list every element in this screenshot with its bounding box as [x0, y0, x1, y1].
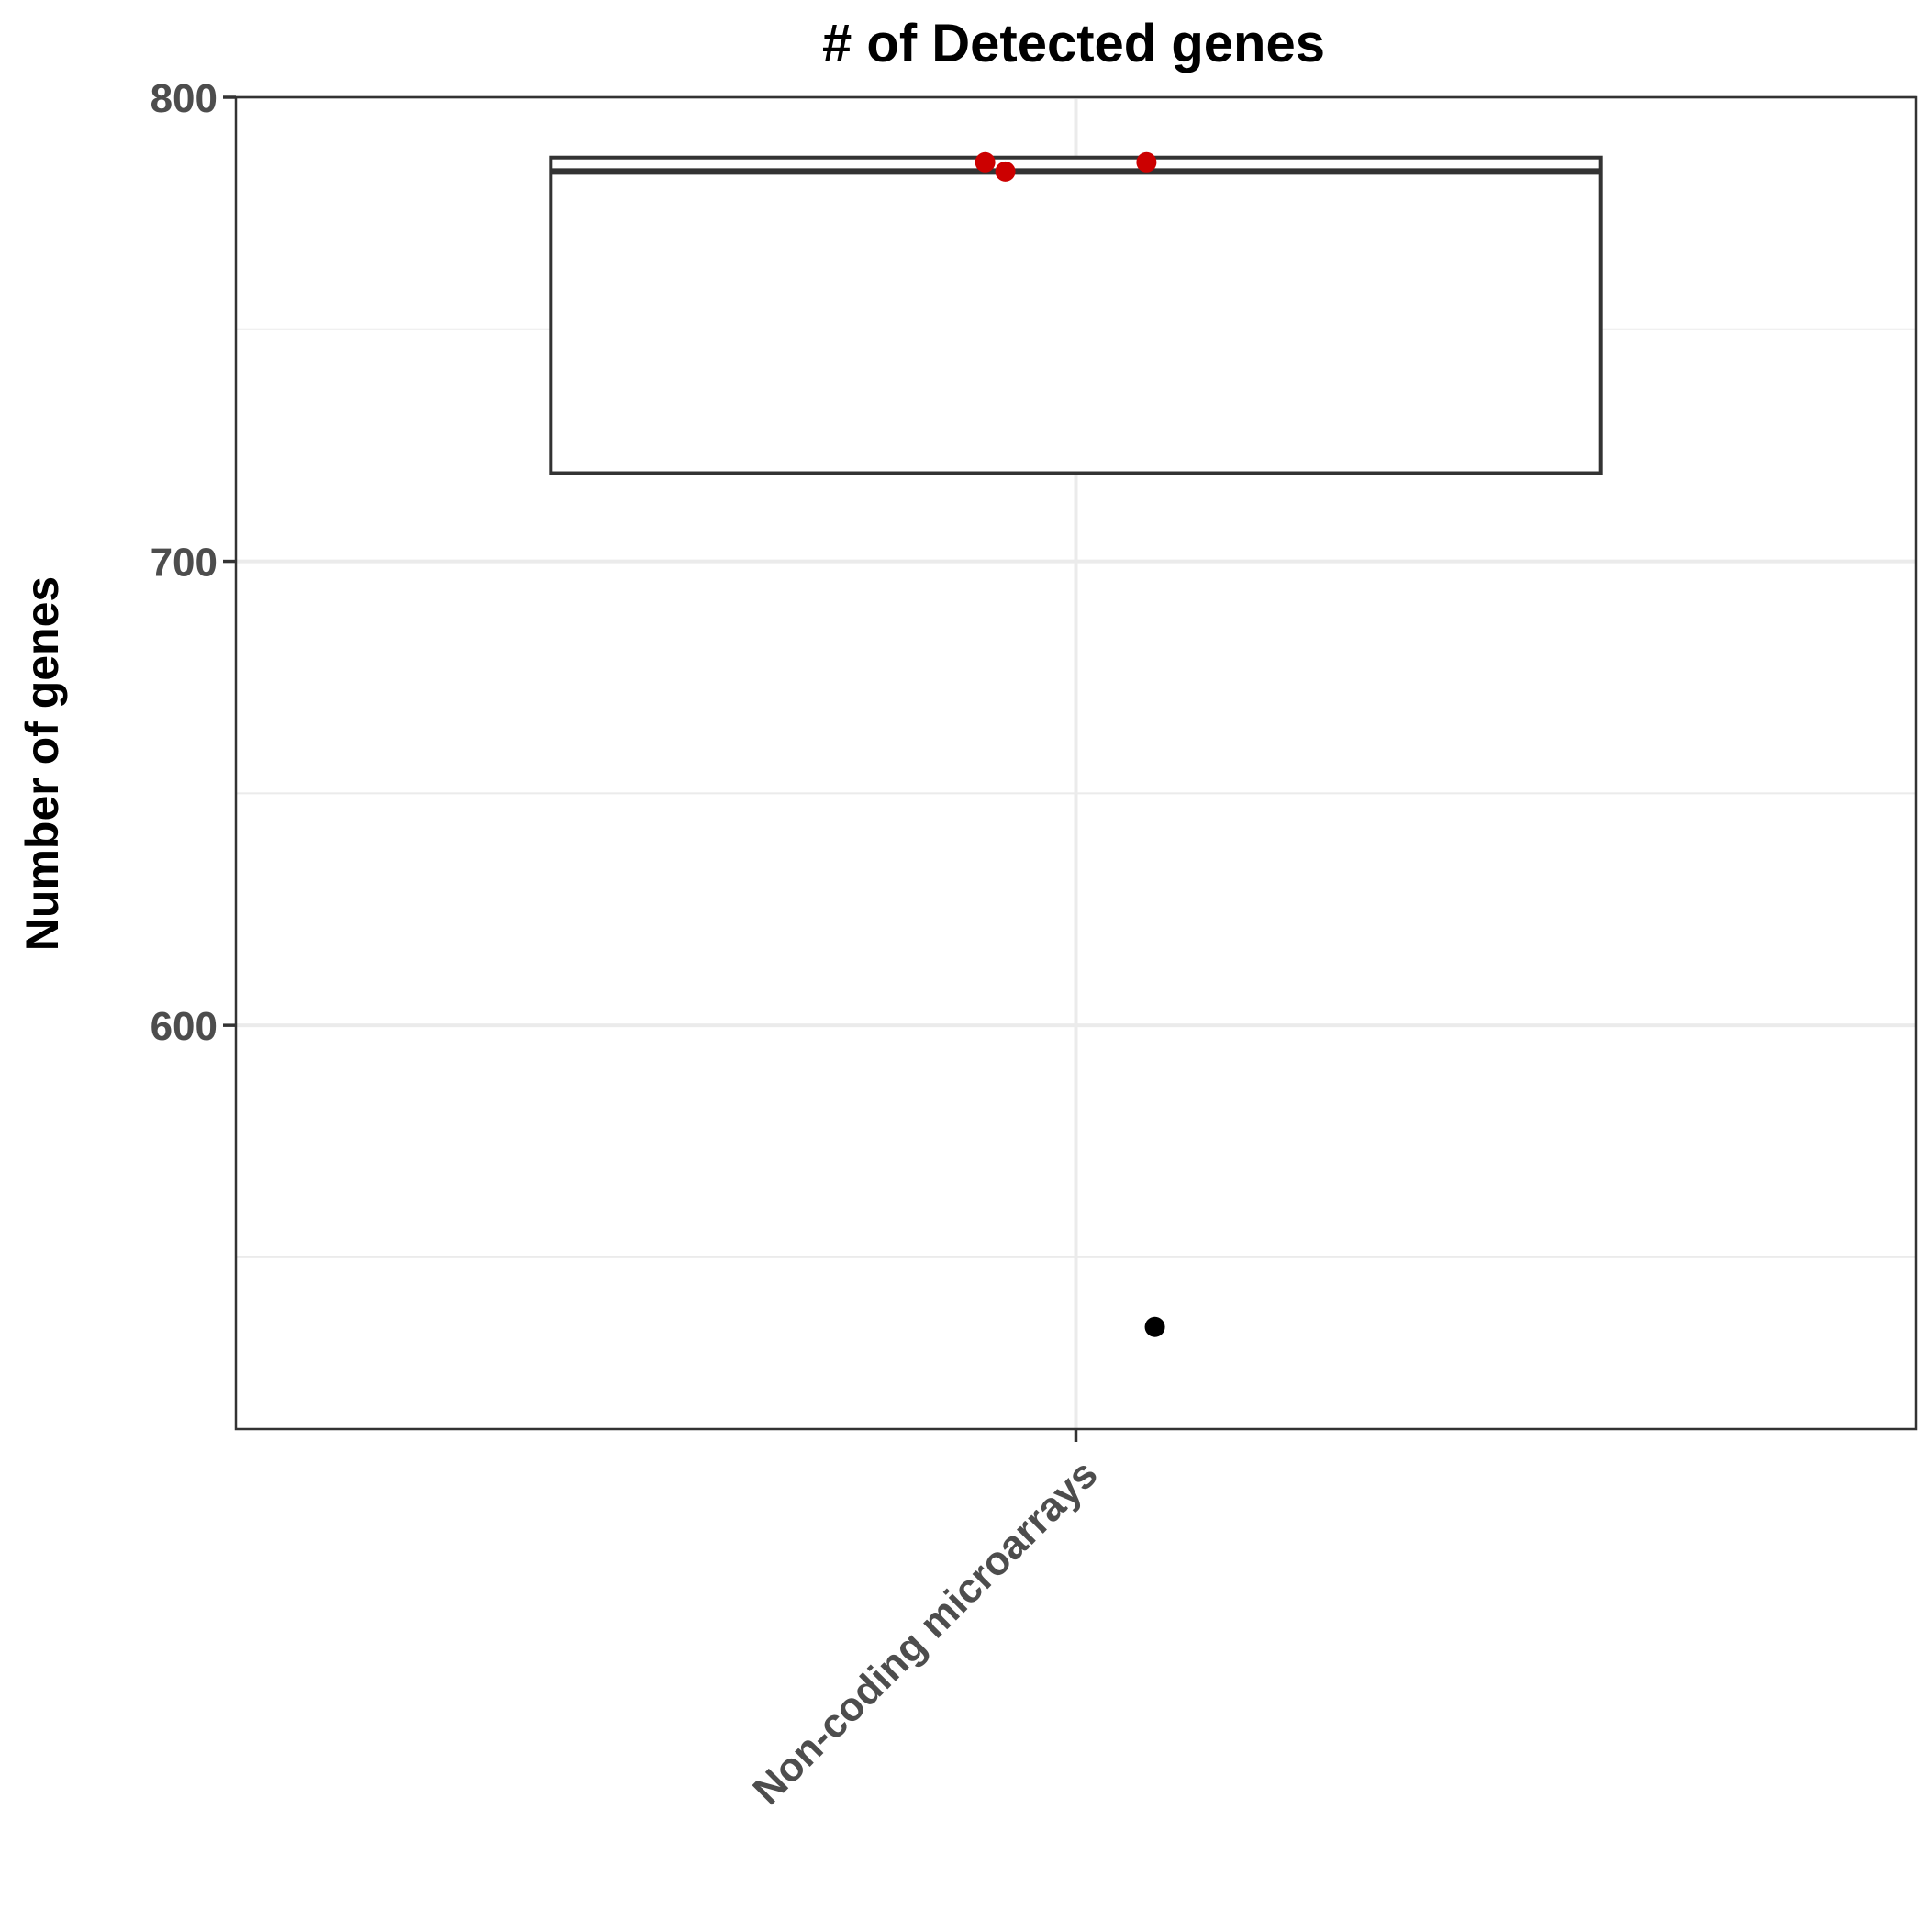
outlier-point: [1144, 1316, 1165, 1337]
point-layer: [975, 151, 1157, 182]
chart-title: # of Detected genes: [822, 14, 1325, 73]
box-layer: [549, 155, 1603, 1337]
x-tick-label: Non-coding microarrays: [744, 1451, 1106, 1813]
data-point: [995, 161, 1016, 182]
box-iqr: [549, 155, 1603, 475]
y-tick-label: 700: [150, 541, 217, 586]
y-axis-label: Number of genes: [17, 576, 68, 951]
data-point: [975, 151, 996, 173]
data-point: [1136, 151, 1157, 173]
y-tick-label: 800: [150, 76, 217, 121]
y-tick-label: 600: [150, 1004, 217, 1049]
